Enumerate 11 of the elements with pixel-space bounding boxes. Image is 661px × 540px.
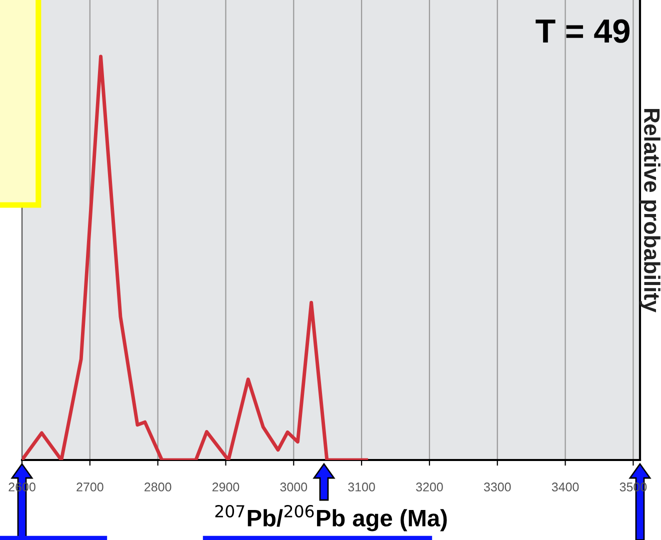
x-tick-label: 3400 [552, 482, 579, 492]
x-tick-label: 3000 [280, 482, 308, 492]
x-tick-label: 2900 [212, 482, 240, 492]
x-tick-label: 2700 [76, 482, 104, 492]
x-tick-label: 2800 [144, 482, 172, 492]
text: T = 49 [536, 19, 630, 43]
x-tick-label: 3200 [416, 482, 443, 492]
x-axis-title: $^{207}$Pb/$^{206}$Pb age (Ma) [215, 504, 447, 532]
y-axis-title: Relative probability [640, 109, 660, 312]
x-tick-label: 3100 [348, 482, 375, 492]
x-tick-label: 3300 [484, 482, 511, 492]
